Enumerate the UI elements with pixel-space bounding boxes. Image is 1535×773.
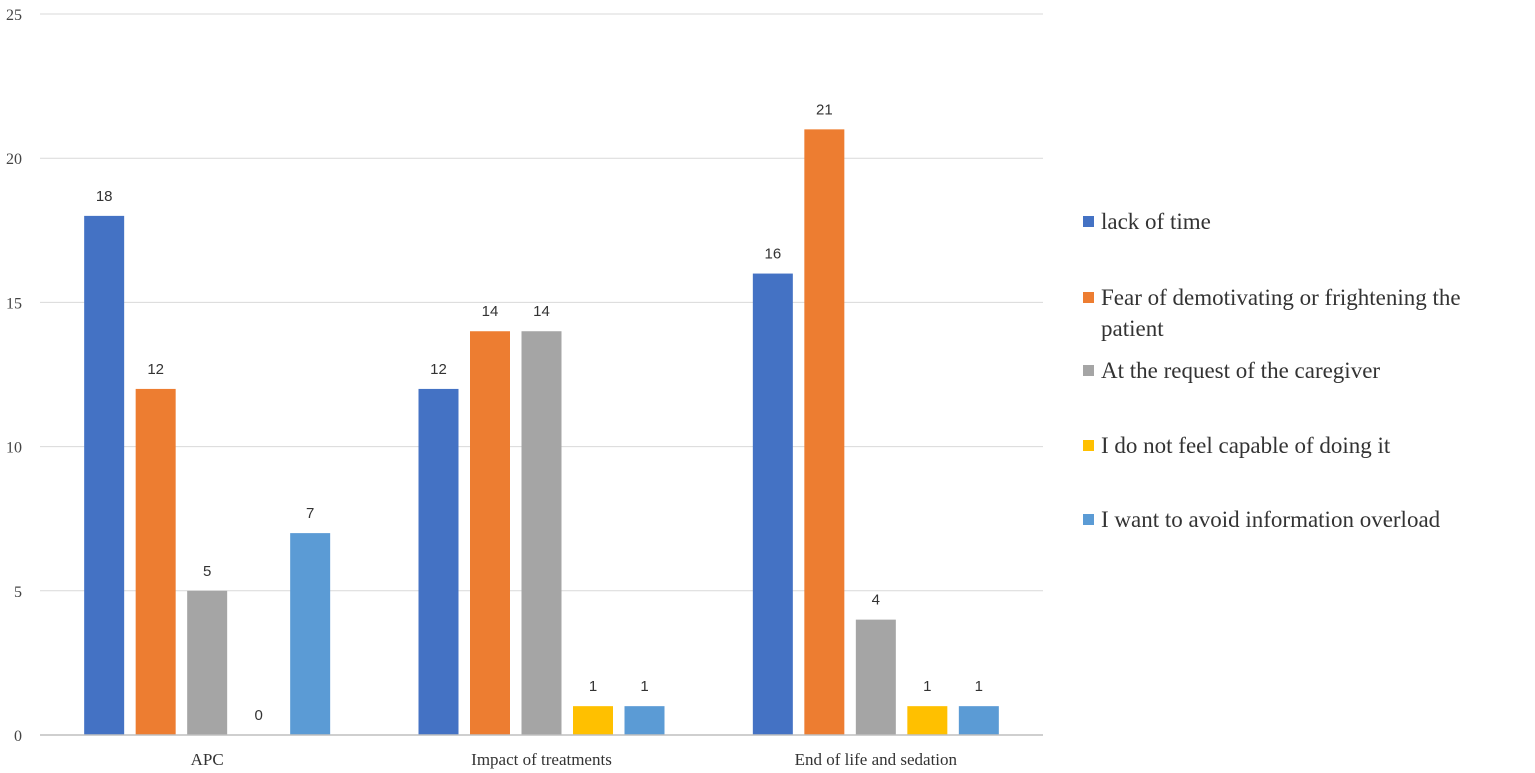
legend-label-line: lack of time <box>1101 209 1211 234</box>
bar <box>521 331 562 735</box>
legend-label-line: At the request of the caregiver <box>1101 358 1380 383</box>
data-label: 16 <box>764 246 781 263</box>
legend-label-line: I want to avoid information overload <box>1101 507 1441 532</box>
bar <box>958 706 999 735</box>
bars <box>84 129 999 736</box>
legend-label: At the request of the caregiver <box>1101 358 1380 383</box>
bar <box>470 331 510 735</box>
data-label: 1 <box>589 678 597 695</box>
data-label: 0 <box>254 707 262 724</box>
legend-swatch <box>1083 216 1094 227</box>
legend-label-line: patient <box>1101 316 1164 341</box>
y-tick-label: 20 <box>6 151 22 168</box>
y-tick-label: 15 <box>6 295 22 312</box>
legend: lack of time Fear of demotivating or frig… <box>1083 209 1461 532</box>
data-label: 1 <box>640 678 648 695</box>
data-label: 21 <box>816 101 833 118</box>
bar <box>624 706 665 735</box>
bar <box>290 533 331 735</box>
bar <box>855 619 896 735</box>
legend-swatch <box>1083 292 1094 303</box>
x-axis-categories: APC Impact of treatments End of life and s… <box>191 750 958 769</box>
legend-label: Fear of demotivating or frightening the p… <box>1101 285 1461 341</box>
data-label: 4 <box>872 592 880 609</box>
legend-label: lack of time <box>1101 209 1211 234</box>
bar <box>804 129 845 736</box>
bar <box>907 706 948 735</box>
y-tick-label: 0 <box>14 728 22 745</box>
category-label: APC <box>191 750 224 769</box>
legend-label: I do not feel capable of doing it <box>1101 433 1391 458</box>
gridlines <box>40 13 1043 592</box>
data-label: 14 <box>533 303 550 320</box>
data-label: 12 <box>430 361 447 378</box>
legend-swatch <box>1083 365 1094 376</box>
data-label: 7 <box>306 505 314 522</box>
data-label: 14 <box>482 303 499 320</box>
legend-swatch <box>1083 440 1094 451</box>
y-tick-label: 5 <box>14 584 22 601</box>
data-label: 1 <box>923 678 931 695</box>
y-tick-label: 25 <box>6 7 22 24</box>
data-label: 5 <box>203 563 211 580</box>
legend-label-line: I do not feel capable of doing it <box>1101 433 1391 458</box>
data-label: 12 <box>147 361 164 378</box>
legend-swatch <box>1083 514 1094 525</box>
bar <box>135 388 176 735</box>
bar <box>573 706 613 735</box>
data-label: 1 <box>975 678 983 695</box>
bar <box>752 273 793 735</box>
bar <box>418 388 459 735</box>
bar <box>84 215 125 735</box>
bar <box>187 590 228 735</box>
category-label: Impact of treatments <box>471 750 612 769</box>
y-axis-ticks: 0 5 10 15 20 25 <box>6 7 22 745</box>
data-label: 18 <box>96 188 113 205</box>
y-tick-label: 10 <box>6 440 22 457</box>
category-label: End of life and sedation <box>795 750 958 769</box>
legend-label: I want to avoid information overload <box>1101 507 1441 532</box>
legend-label-line: Fear of demotivating or frightening the <box>1101 285 1461 310</box>
